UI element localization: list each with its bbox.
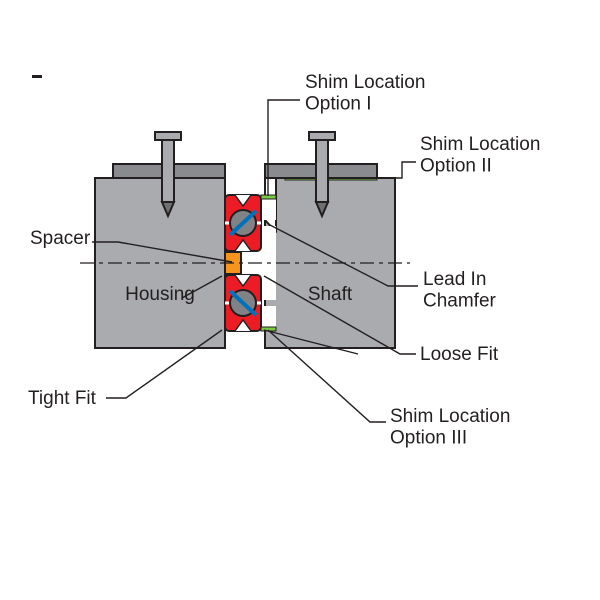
upper-loose-gap-top (261, 199, 276, 220)
housing-label: Housing (125, 284, 195, 305)
label-tight-fit: Tight Fit (28, 388, 97, 409)
label-loose-fit: Loose Fit (420, 344, 499, 365)
upper-loose-gap-bot (261, 226, 276, 251)
shaft-label: Shaft (308, 284, 353, 305)
label-spacer: Spacer (30, 228, 91, 249)
label-lead-in-chamfer: Lead InChamfer (423, 269, 497, 311)
stray-mark (32, 75, 42, 78)
lower-loose-gap-bot (261, 306, 276, 327)
